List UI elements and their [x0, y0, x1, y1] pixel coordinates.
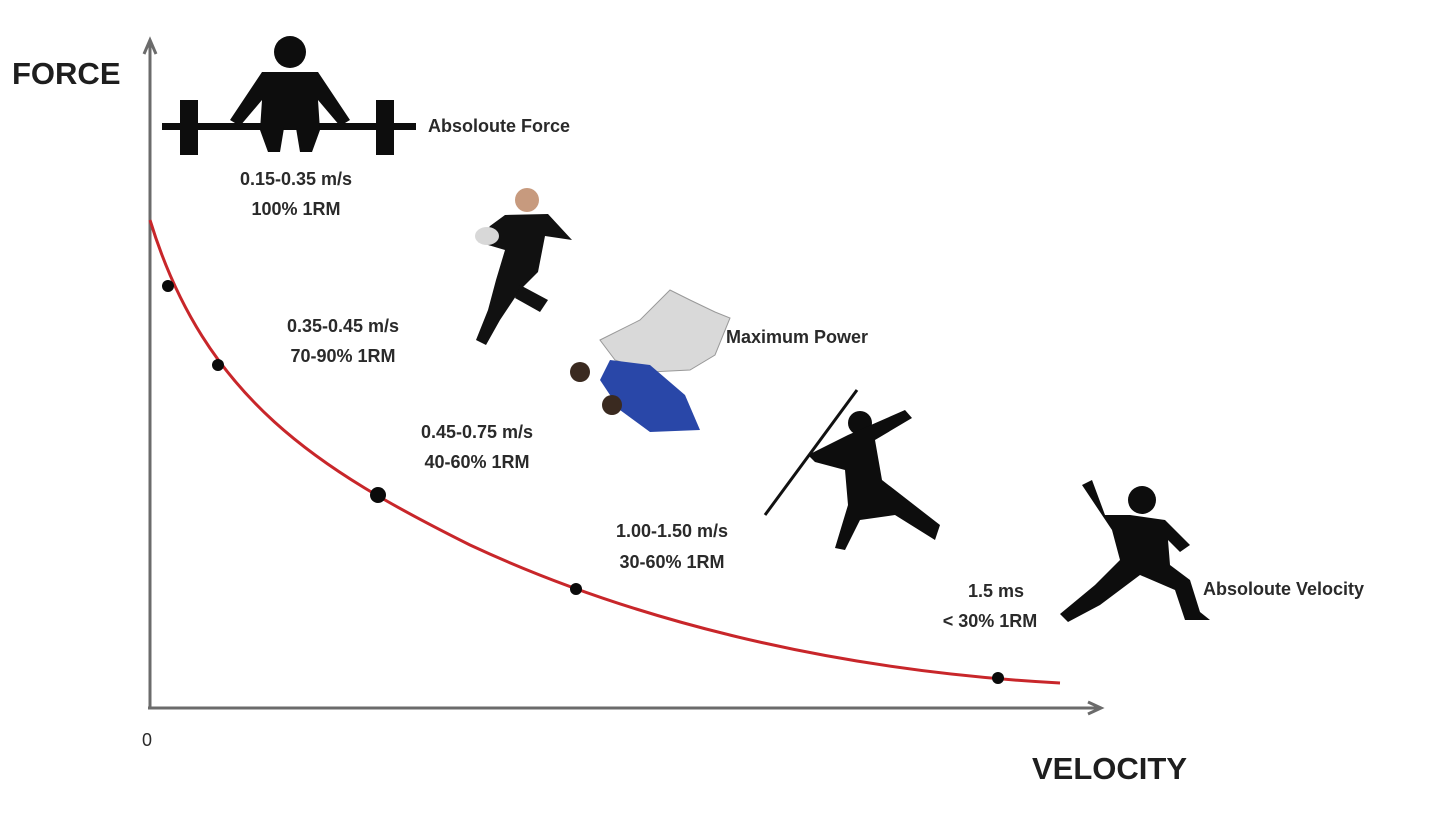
zone-velocity: 1.5 ms — [968, 581, 1024, 601]
zone-velocity: 0.15-0.35 m/s — [240, 169, 352, 189]
zone-load: 70-90% 1RM — [290, 346, 395, 366]
origin-label: 0 — [142, 730, 152, 750]
x-arrow — [1087, 700, 1105, 716]
force-velocity-curve — [148, 219, 1061, 685]
pitcher-icon — [1060, 480, 1210, 622]
judo-icon — [570, 289, 731, 432]
annotation: Absoloute Force — [428, 116, 570, 136]
curve-point — [570, 583, 582, 595]
javelin-icon — [763, 389, 940, 550]
curve-point — [162, 280, 174, 292]
zone-load: < 30% 1RM — [943, 611, 1038, 631]
y-arrow — [142, 36, 158, 55]
curve-point — [370, 487, 386, 503]
zone-load: 30-60% 1RM — [619, 552, 724, 572]
rugby-player-icon — [475, 188, 572, 345]
zone-velocity: 1.00-1.50 m/s — [616, 521, 728, 541]
x-axis-title: VELOCITY — [1032, 751, 1187, 786]
axes — [142, 36, 1105, 716]
annotation: Maximum Power — [726, 327, 868, 347]
zone-load: 40-60% 1RM — [424, 452, 529, 472]
curve-point — [992, 672, 1004, 684]
weightlifter-icon — [162, 36, 416, 155]
zone-velocity: 0.45-0.75 m/s — [421, 422, 533, 442]
annotation: Absoloute Velocity — [1203, 579, 1364, 599]
y-axis-title: FORCE — [12, 56, 121, 91]
zone-load: 100% 1RM — [251, 199, 340, 219]
curve-points — [162, 280, 1004, 684]
curve-point — [212, 359, 224, 371]
zone-velocity: 0.35-0.45 m/s — [287, 316, 399, 336]
